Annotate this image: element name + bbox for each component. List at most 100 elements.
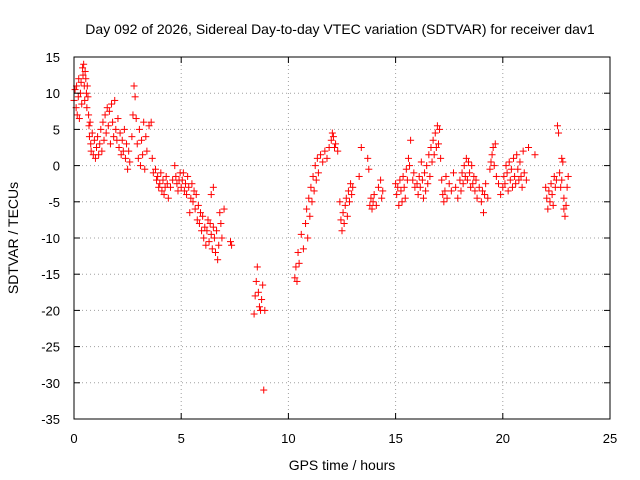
data-point xyxy=(549,201,557,209)
data-point xyxy=(77,78,85,86)
data-point xyxy=(314,169,322,177)
data-point xyxy=(183,191,191,199)
data-point xyxy=(480,209,488,217)
data-point xyxy=(174,187,182,195)
data-point xyxy=(365,165,373,173)
data-point xyxy=(149,169,157,177)
data-point xyxy=(471,187,479,195)
x-tick-label: 5 xyxy=(178,431,185,446)
data-point xyxy=(261,306,269,314)
data-point xyxy=(332,140,340,148)
data-point xyxy=(419,194,427,202)
data-point xyxy=(555,129,563,137)
data-point xyxy=(368,205,376,213)
data-point xyxy=(467,183,475,191)
data-point xyxy=(109,118,117,126)
data-point xyxy=(374,183,382,191)
data-point xyxy=(259,281,267,289)
data-point xyxy=(177,183,185,191)
data-point xyxy=(253,263,261,271)
data-point xyxy=(169,176,177,184)
data-point xyxy=(85,111,93,119)
data-point xyxy=(201,223,209,231)
x-axis-ticks: 0 5 10 15 20 25 xyxy=(70,57,617,446)
data-point xyxy=(499,183,507,191)
data-point xyxy=(252,277,260,285)
data-point xyxy=(323,154,331,162)
data-point xyxy=(395,201,403,209)
data-point xyxy=(522,176,530,184)
data-point xyxy=(172,172,180,180)
data-point xyxy=(461,172,469,180)
data-point xyxy=(88,129,96,137)
data-point xyxy=(327,136,335,144)
data-point xyxy=(260,386,268,394)
data-point xyxy=(560,194,568,202)
data-point xyxy=(417,158,425,166)
data-point xyxy=(96,140,104,148)
data-point xyxy=(196,209,204,217)
data-point xyxy=(185,183,193,191)
data-point xyxy=(340,220,348,228)
data-point xyxy=(317,151,325,159)
data-point xyxy=(95,151,103,159)
data-point xyxy=(209,183,217,191)
data-point xyxy=(138,136,146,144)
data-point xyxy=(110,133,118,141)
data-point xyxy=(141,165,149,173)
data-point xyxy=(295,259,303,267)
data-point xyxy=(291,274,299,282)
data-point xyxy=(502,162,510,170)
data-point xyxy=(87,140,95,148)
data-point xyxy=(202,241,210,249)
data-point xyxy=(308,198,316,206)
data-point xyxy=(520,169,528,177)
data-point xyxy=(173,180,181,188)
data-point xyxy=(210,234,218,242)
data-point xyxy=(93,144,101,151)
y-axis-label: SDTVAR / TECUs xyxy=(5,182,21,294)
data-point xyxy=(319,158,327,166)
data-point xyxy=(321,147,329,155)
data-point xyxy=(190,187,198,195)
data-point xyxy=(217,220,225,228)
data-point xyxy=(171,162,179,170)
data-point xyxy=(151,165,159,173)
data-point xyxy=(163,180,171,188)
gridlines xyxy=(74,57,610,419)
data-point xyxy=(130,82,138,90)
data-point xyxy=(445,180,453,188)
data-point xyxy=(464,158,472,166)
x-tick-label: 0 xyxy=(70,431,77,446)
data-point xyxy=(299,245,307,253)
data-point xyxy=(94,133,102,141)
data-point xyxy=(74,93,82,101)
data-point xyxy=(134,154,142,162)
data-point xyxy=(189,198,197,206)
y-tick-label: -10 xyxy=(41,231,60,246)
data-point xyxy=(160,191,168,199)
data-point xyxy=(346,198,354,206)
data-point xyxy=(432,144,440,151)
data-point xyxy=(132,115,140,123)
data-point xyxy=(402,165,410,173)
data-point xyxy=(460,162,468,170)
data-point xyxy=(75,115,83,123)
data-point xyxy=(112,125,120,133)
data-point xyxy=(404,154,412,162)
y-tick-label: -25 xyxy=(41,340,60,355)
data-point xyxy=(519,147,527,155)
data-point xyxy=(501,180,509,188)
data-point xyxy=(442,172,450,180)
chart-title: Day 092 of 2026, Sidereal Day-to-day VTE… xyxy=(85,21,595,37)
data-point xyxy=(312,176,320,184)
data-point xyxy=(556,169,564,177)
data-point xyxy=(423,162,431,170)
data-point xyxy=(500,172,508,180)
data-point xyxy=(542,183,550,191)
data-point xyxy=(484,194,492,202)
data-point xyxy=(297,230,305,238)
y-tick-label: 0 xyxy=(53,159,60,174)
data-point xyxy=(209,223,217,231)
